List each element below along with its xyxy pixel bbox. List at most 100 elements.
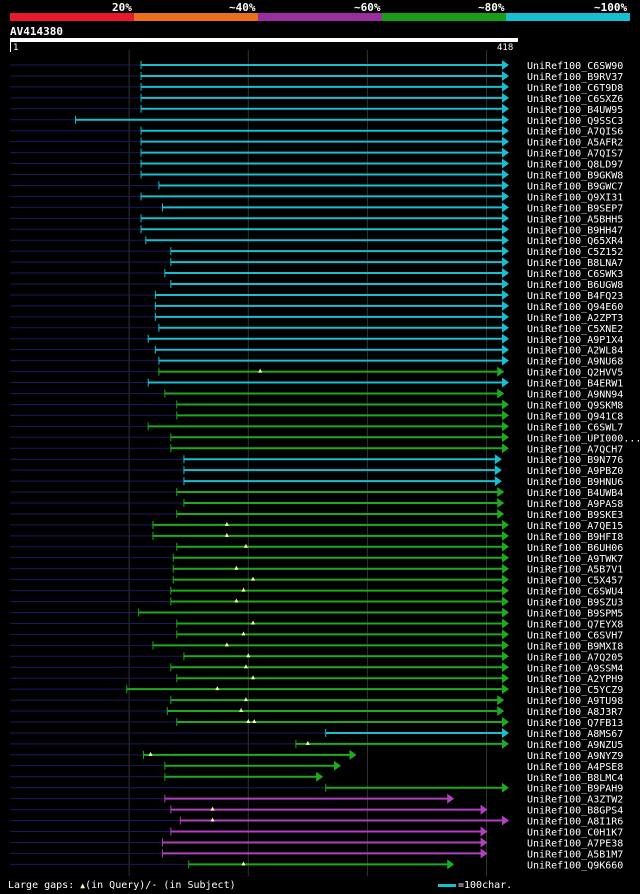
hit-label: UniRef100_A9PBZ0 <box>527 466 623 477</box>
query-gap-marker-icon: ▲ <box>80 881 86 890</box>
hit-arrow <box>502 684 509 695</box>
hit-label: UniRef100_A8J3R7 <box>527 707 623 718</box>
hit-label: UniRef100_C6SWU4 <box>527 587 623 598</box>
hit-label: UniRef100_Q9XI31 <box>527 192 623 203</box>
hit-arrow <box>502 158 509 169</box>
hit-arrow <box>502 103 509 114</box>
hit-gap-marker <box>234 565 239 570</box>
hit-label: UniRef100_A9NZU5 <box>527 740 623 751</box>
hit-arrow <box>502 618 509 629</box>
hit-arrow <box>502 585 509 596</box>
hit-arrow <box>502 377 509 388</box>
hit-label: UniRef100_B9SZU3 <box>527 598 623 609</box>
gaps-query-text: (in Query)/ <box>85 880 152 891</box>
hit-label: UniRef100_Q9SSC3 <box>527 116 623 127</box>
hit-arrow <box>502 268 509 279</box>
legend-segment-4 <box>382 13 506 21</box>
hit-arrow <box>497 508 505 519</box>
hit-label: UniRef100_B6UGW8 <box>527 280 623 291</box>
hit-label: UniRef100_A9NU68 <box>527 357 623 368</box>
hit-arrow <box>494 454 502 465</box>
hit-gap-marker <box>224 521 229 526</box>
axis-end-label: 418 <box>497 43 514 53</box>
hit-arrow <box>502 541 509 552</box>
hit-arrow <box>494 476 502 487</box>
hit-arrow <box>502 432 509 443</box>
hit-arrow <box>502 596 509 607</box>
hit-arrow <box>502 727 509 738</box>
hit-arrow <box>497 498 505 508</box>
hit-arrow <box>502 673 509 684</box>
hit-arrow <box>502 574 509 585</box>
hit-gap-marker <box>215 686 220 691</box>
hit-label: UniRef100_C6SWL7 <box>527 422 623 433</box>
hit-label: UniRef100_B9SKE3 <box>527 510 623 521</box>
hit-gap-marker <box>241 587 246 592</box>
axis-start-tick <box>10 42 11 52</box>
axis-start-label: 1 <box>13 43 19 53</box>
hit-label: UniRef100_Q9SKM8 <box>527 400 623 411</box>
hit-arrow <box>502 355 509 366</box>
query-axis <box>10 38 518 42</box>
legend-label-60: ~60% <box>354 1 381 14</box>
hit-label: UniRef100_A7QCH7 <box>527 444 623 455</box>
hit-label: UniRef100_A2WL84 <box>527 346 623 357</box>
hit-label: UniRef100_Q65XR4 <box>527 236 623 247</box>
hit-label: UniRef100_A8I1R6 <box>527 817 623 828</box>
hit-arrow <box>502 136 509 147</box>
hit-label: UniRef100_B9PAH9 <box>527 784 623 795</box>
hit-arrow <box>497 487 505 498</box>
hit-arrow <box>502 629 509 640</box>
hit-arrow <box>502 92 509 103</box>
hit-arrow <box>447 859 455 870</box>
hit-arrow <box>502 607 509 618</box>
hit-gap-marker <box>210 806 215 811</box>
identity-legend-labels: 20% ~40% ~60% ~80% ~100% <box>0 0 640 14</box>
gaps-text: Large gaps: <box>8 880 75 891</box>
hit-arrow <box>334 760 342 771</box>
hit-label: UniRef100_B9HH47 <box>527 225 623 236</box>
hit-gap-marker <box>241 861 246 866</box>
hit-label: UniRef100_C0H1K7 <box>527 828 623 839</box>
hit-gap-marker <box>251 675 256 680</box>
hit-label: UniRef100_A9P1X4 <box>527 335 623 346</box>
hit-label: UniRef100_B9GKW8 <box>527 171 623 182</box>
hit-arrow <box>502 651 509 662</box>
hit-arrow <box>502 782 509 793</box>
hit-arrow <box>502 322 509 333</box>
hit-arrow <box>502 70 509 81</box>
hit-label: UniRef100_A8MS67 <box>527 729 623 740</box>
hit-arrow <box>502 60 509 70</box>
hit-arrow <box>502 311 509 322</box>
hit-label: UniRef100_A7QE15 <box>527 521 623 532</box>
hit-arrow <box>502 333 509 344</box>
legend-segment-2 <box>134 13 258 21</box>
hit-gap-marker <box>251 576 256 581</box>
hit-arrow <box>502 552 509 563</box>
gaps-subject-text: - (in Subject) <box>151 880 236 891</box>
hit-label: UniRef100_A9TU98 <box>527 696 623 707</box>
hit-gap-marker <box>224 532 229 537</box>
legend-label-100: ~100% <box>594 1 628 14</box>
hit-label: UniRef100_Q2HVV5 <box>527 368 623 379</box>
hit-arrow <box>480 826 488 837</box>
hit-arrow <box>502 530 509 541</box>
hit-label: UniRef100_B4UW95 <box>527 105 623 116</box>
hit-label: UniRef100_Q7FB13 <box>527 718 623 729</box>
hit-arrow <box>502 410 509 421</box>
hit-label: UniRef100_Q9K660 <box>527 860 623 871</box>
hit-label: UniRef100_A9PAS8 <box>527 499 623 510</box>
hit-arrow <box>502 235 509 246</box>
hit-arrow <box>502 519 509 530</box>
hit-label: UniRef100_A4PSE8 <box>527 762 623 773</box>
hit-label: UniRef100_C5YCZ9 <box>527 685 623 696</box>
hit-gap-marker <box>241 631 246 636</box>
hit-arrow <box>502 640 509 651</box>
legend-segment-1 <box>10 13 134 21</box>
hit-arrow <box>502 443 509 454</box>
legend-label-80: ~80% <box>478 1 505 14</box>
hit-label: UniRef100_A3ZTW2 <box>527 795 623 806</box>
hit-arrow <box>502 279 509 289</box>
hit-arrow <box>502 257 509 268</box>
